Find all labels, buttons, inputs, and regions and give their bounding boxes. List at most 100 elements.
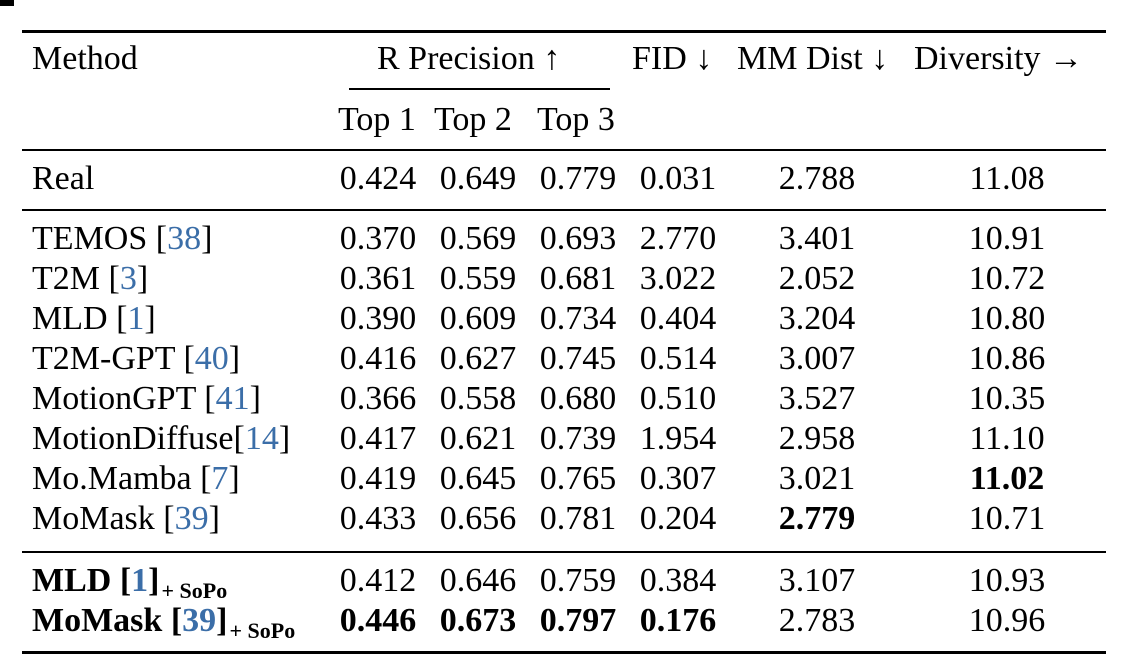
diversity-value: 10.91	[968, 220, 1046, 257]
mm-dist-value: 2.783	[778, 602, 856, 639]
top3-value: 0.739	[539, 420, 617, 457]
top1-value: 0.419	[339, 460, 417, 497]
top3-value: 0.759	[539, 562, 617, 599]
fid-value: 0.031	[639, 160, 717, 197]
top3-value: 0.680	[539, 380, 617, 417]
top2-value: 0.569	[439, 220, 517, 257]
top1-value: 0.417	[339, 420, 417, 457]
method-label: MLD	[32, 300, 117, 337]
top1-value: 0.412	[339, 562, 417, 599]
fid-value: 0.404	[639, 300, 717, 337]
diversity-value: 10.35	[968, 380, 1046, 417]
r-precision-header: R Precision ↑	[377, 40, 561, 77]
method-name: T2M-GPT [40]	[32, 340, 241, 377]
method-name: Mo.Mamba [7]	[32, 460, 240, 497]
fid-value: 0.384	[639, 562, 717, 599]
fid-value: 2.770	[639, 220, 717, 257]
method-label: T2M	[32, 260, 109, 297]
top2-value: 0.558	[439, 380, 517, 417]
diversity-value: 11.08	[969, 160, 1045, 197]
citation-link[interactable]: 1	[127, 300, 145, 337]
mm-dist-header: MM Dist ↓	[737, 40, 889, 77]
method-label: T2M-GPT	[32, 340, 184, 377]
r-precision-underline	[349, 88, 610, 90]
top3-value: 0.745	[539, 340, 617, 377]
mm-dist-value: 3.007	[778, 340, 856, 377]
mm-dist-value: 2.958	[778, 420, 856, 457]
bottom-rule	[22, 651, 1106, 654]
mm-dist-value: 3.401	[778, 220, 856, 257]
citation-link[interactable]: 40	[194, 340, 229, 377]
citation-link[interactable]: 41	[215, 380, 250, 417]
top2-header: Top 2	[434, 101, 512, 138]
top2-value: 0.649	[439, 160, 517, 197]
diversity-value: 10.86	[968, 340, 1046, 377]
citation-link[interactable]: 39	[174, 500, 209, 537]
top2-value: 0.627	[439, 340, 517, 377]
top2-value: 0.673	[439, 602, 517, 639]
method-label: MoMask	[32, 500, 164, 537]
top3-value: 0.734	[539, 300, 617, 337]
diversity-value: 10.71	[968, 500, 1046, 537]
mm-dist-value: 2.779	[778, 500, 856, 537]
method-label: MotionDiffuse	[32, 420, 234, 457]
diversity-value: 10.72	[968, 260, 1046, 297]
header-rule	[22, 149, 1106, 151]
citation-link[interactable]: 14	[244, 420, 279, 457]
diversity-value: 11.02	[969, 460, 1045, 497]
top-rule	[22, 30, 1106, 33]
fid-value: 1.954	[639, 420, 717, 457]
method-label: MotionGPT	[32, 380, 205, 417]
fid-value: 0.514	[639, 340, 717, 377]
sopo-suffix: + SoPo	[161, 578, 228, 603]
top2-value: 0.646	[439, 562, 517, 599]
fid-value: 0.307	[639, 460, 717, 497]
top3-header: Top 3	[537, 101, 615, 138]
citation-link[interactable]: 38	[167, 220, 202, 257]
top2-value: 0.559	[439, 260, 517, 297]
diversity-value: 10.93	[968, 562, 1046, 599]
mm-dist-value: 3.204	[778, 300, 856, 337]
citation-link[interactable]: 7	[211, 460, 229, 497]
top1-value: 0.361	[339, 260, 417, 297]
top2-value: 0.621	[439, 420, 517, 457]
method-name: MoMask [39]	[32, 500, 220, 537]
mm-dist-value: 3.527	[778, 380, 856, 417]
fid-value: 0.176	[639, 602, 717, 639]
method-header: Method	[32, 40, 138, 77]
method-name: T2M [3]	[32, 260, 149, 297]
top2-value: 0.609	[439, 300, 517, 337]
method-name: MoMask [39]+ SoPo	[32, 602, 296, 643]
top1-value: 0.370	[339, 220, 417, 257]
top1-header: Top 1	[338, 101, 416, 138]
sopo-suffix: + SoPo	[229, 618, 296, 643]
top3-value: 0.779	[539, 160, 617, 197]
fid-value: 0.510	[639, 380, 717, 417]
method-label: MLD	[32, 562, 120, 599]
diversity-header: Diversity →	[914, 40, 1084, 77]
citation-link[interactable]: 39	[182, 602, 217, 639]
baselines-rule	[22, 551, 1106, 553]
top3-value: 0.681	[539, 260, 617, 297]
top3-value: 0.781	[539, 500, 617, 537]
top2-value: 0.656	[439, 500, 517, 537]
top1-value: 0.390	[339, 300, 417, 337]
fid-value: 0.204	[639, 500, 717, 537]
real-rule	[22, 209, 1106, 211]
mm-dist-value: 3.107	[778, 562, 856, 599]
fid-header: FID ↓	[632, 40, 713, 77]
diversity-value: 10.80	[968, 300, 1046, 337]
citation-link[interactable]: 1	[131, 562, 149, 599]
method-name: MLD [1]+ SoPo	[32, 562, 228, 603]
top2-value: 0.645	[439, 460, 517, 497]
top1-value: 0.446	[339, 602, 417, 639]
mm-dist-value: 2.788	[778, 160, 856, 197]
diversity-value: 10.96	[968, 602, 1046, 639]
top3-value: 0.765	[539, 460, 617, 497]
top1-value: 0.433	[339, 500, 417, 537]
method-name: TEMOS [38]	[32, 220, 213, 257]
mm-dist-value: 2.052	[778, 260, 856, 297]
top1-value: 0.424	[339, 160, 417, 197]
crop-mark	[0, 0, 14, 6]
citation-link[interactable]: 3	[119, 260, 137, 297]
